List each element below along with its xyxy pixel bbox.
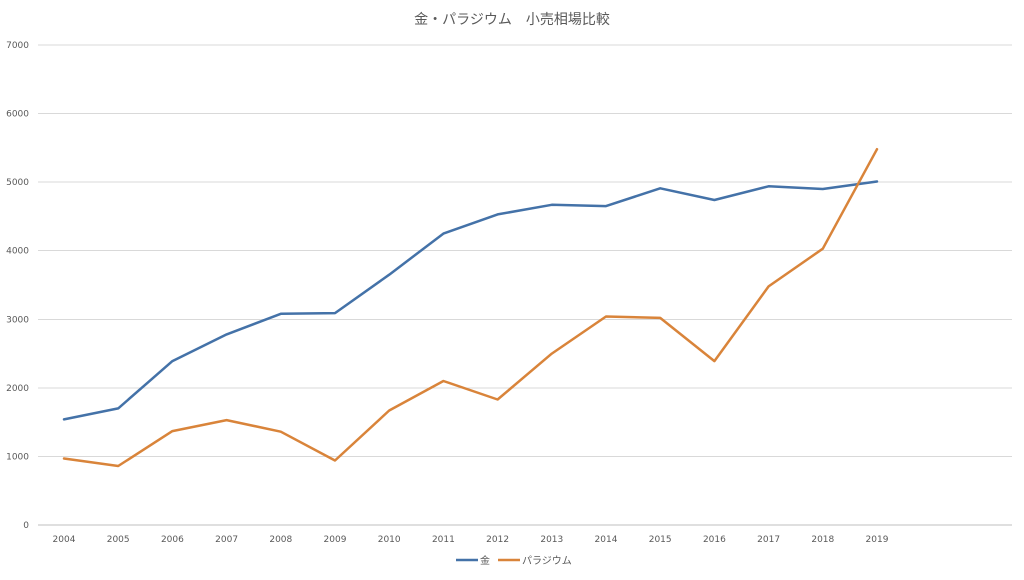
x-tick-label: 2015	[649, 535, 672, 545]
x-tick-label: 2004	[53, 535, 76, 545]
y-tick-label: 2000	[6, 384, 29, 394]
x-tick-label: 2018	[811, 535, 834, 545]
x-tick-label: 2008	[269, 535, 292, 545]
y-tick-label: 6000	[6, 110, 29, 120]
x-tick-label: 2010	[378, 535, 401, 545]
y-tick-label: 7000	[6, 41, 29, 51]
legend: 金 パラジウム	[456, 554, 572, 567]
legend-label-gold: 金	[480, 554, 490, 567]
x-tick-label: 2011	[432, 535, 455, 545]
legend-label-palladium: パラジウム	[522, 555, 572, 567]
y-axis: 0 1000 2000 3000 4000 5000 6000 7000	[6, 41, 29, 531]
y-tick-label: 0	[23, 521, 29, 531]
x-tick-label: 2014	[595, 535, 618, 545]
series-lines	[62, 147, 879, 468]
series-line-palladium	[62, 147, 879, 468]
x-tick-label: 2007	[215, 535, 238, 545]
y-tick-label: 3000	[6, 315, 29, 325]
x-tick-label: 2009	[324, 535, 347, 545]
y-tick-label: 5000	[6, 178, 29, 188]
x-tick-label: 2019	[866, 535, 889, 545]
x-tick-label: 2013	[540, 535, 563, 545]
x-tick-label: 2006	[161, 535, 184, 545]
x-tick-label: 2012	[486, 535, 509, 545]
y-tick-label: 4000	[6, 247, 29, 257]
gridlines	[38, 44, 1012, 526]
x-tick-label: 2005	[107, 535, 130, 545]
chart-title: 金・パラジウム 小売相場比較	[414, 12, 610, 28]
x-tick-label: 2016	[703, 535, 726, 545]
y-tick-label: 1000	[6, 452, 29, 462]
x-axis: 2004 2005 2006 2007 2008 2009 2010 2011 2012 2013…	[53, 535, 889, 545]
x-tick-label: 2017	[757, 535, 780, 545]
series-line-gold	[62, 180, 879, 421]
